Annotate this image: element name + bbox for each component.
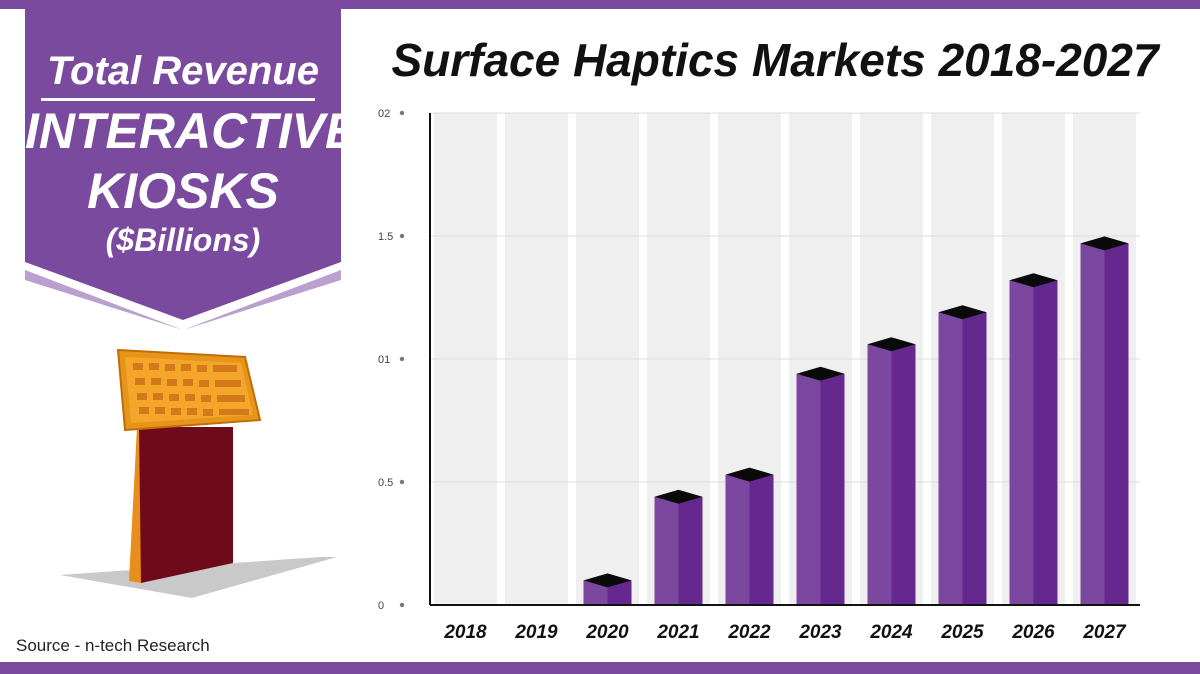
bar <box>1080 236 1129 605</box>
tick-dot <box>399 110 405 116</box>
bar-front <box>1009 280 1034 605</box>
bar-front <box>796 373 821 605</box>
tick-dot <box>399 356 405 362</box>
kiosk-screen <box>125 357 253 423</box>
bar-top <box>725 467 774 482</box>
bar <box>796 366 845 605</box>
bar-chart: 0 0.5 01 1.5 02 2018 2019 2020 2021 2022 2023 2024 2… <box>378 108 1140 643</box>
tick-dot <box>399 233 405 239</box>
y-tick-label: 0.5 <box>378 477 393 489</box>
kiosk-illustration <box>60 348 337 598</box>
tick-dot <box>399 479 405 485</box>
banner-subtitle-1: INTERACTIVE <box>25 103 359 159</box>
bar <box>654 489 703 605</box>
bottom-stripe <box>0 662 1200 674</box>
bar <box>1009 273 1058 605</box>
banner-title: Total Revenue <box>47 49 319 93</box>
bar-side <box>1104 243 1129 605</box>
bar-top <box>1080 236 1129 251</box>
kiosk-shadow <box>60 557 337 598</box>
bar-side <box>962 312 987 605</box>
bar-front <box>1080 243 1105 605</box>
bar-front <box>725 474 750 605</box>
y-tick-label: 02 <box>378 108 390 120</box>
banner-subtitle-2: KIOSKS <box>87 163 279 219</box>
bar-side <box>678 496 703 605</box>
x-tick-label: 2026 <box>1011 622 1055 643</box>
x-tick-label: 2018 <box>443 622 487 643</box>
source-note: Source - n-tech Research <box>16 636 210 655</box>
bar-front <box>654 496 679 605</box>
banner-divider <box>41 98 315 101</box>
x-tick-label: 2025 <box>940 622 984 643</box>
bar-top <box>654 489 703 504</box>
bar-top <box>583 573 632 588</box>
top-stripe <box>0 0 1200 9</box>
bar-top <box>796 366 845 381</box>
kiosk-stand <box>139 427 233 583</box>
banner-background <box>25 9 341 330</box>
x-tick-label: 2019 <box>514 622 558 643</box>
banner-shadow <box>25 270 341 330</box>
bar <box>583 573 632 605</box>
tick-dot <box>399 602 405 608</box>
bar <box>938 305 987 605</box>
y-tick-label: 1.5 <box>378 231 393 243</box>
kiosk-keys-icon <box>133 363 249 416</box>
banner-shape <box>25 9 341 320</box>
bar-top <box>1009 273 1058 288</box>
bar-top <box>938 305 987 320</box>
bar-side <box>820 373 845 605</box>
x-tick-label: 2021 <box>656 622 699 643</box>
bar-top <box>867 337 916 352</box>
bar-side <box>749 474 774 605</box>
y-tick-label: 0 <box>378 600 384 612</box>
x-tick-label: 2020 <box>585 622 629 643</box>
x-tick-label: 2024 <box>869 622 913 643</box>
bar-side <box>1033 280 1058 605</box>
chart-title: Surface Haptics Markets 2018-2027 <box>391 34 1159 86</box>
banner-unit: ($Billions) <box>105 222 261 258</box>
bar-front <box>938 312 963 605</box>
bar <box>867 337 916 605</box>
x-tick-label: 2027 <box>1082 622 1127 643</box>
x-tick-label: 2023 <box>798 622 842 643</box>
bar <box>725 467 774 605</box>
bar-front <box>867 344 892 605</box>
x-tick-label: 2022 <box>727 622 771 643</box>
bar-side <box>891 344 916 605</box>
y-tick-label: 01 <box>378 354 390 366</box>
